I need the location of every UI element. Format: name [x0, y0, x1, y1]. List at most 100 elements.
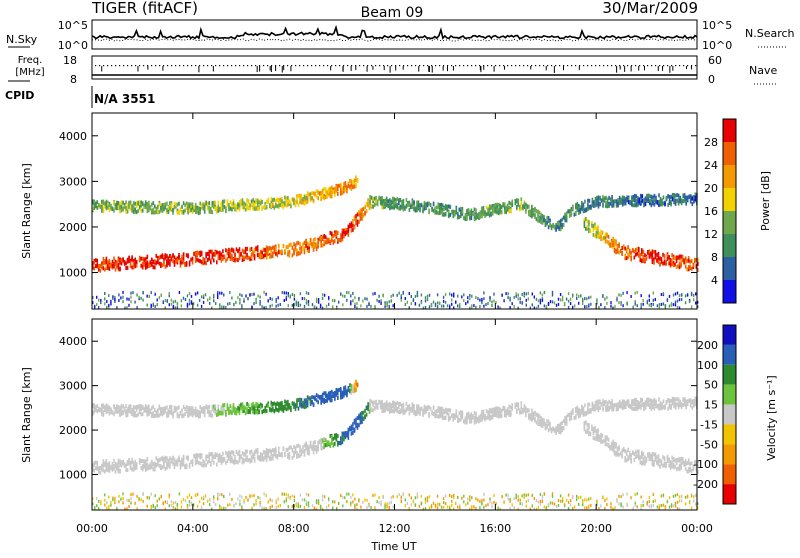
velocity-cell: [127, 413, 129, 417]
velocity-cell: [159, 458, 161, 462]
power-cell: [258, 253, 260, 257]
nave-dot: [595, 65, 596, 66]
power-cell: [655, 199, 657, 203]
power-cell: [287, 245, 289, 249]
power-cell: [469, 210, 471, 214]
power-cell: [103, 266, 105, 270]
power-cell: [608, 235, 610, 239]
power-noise-cell: [247, 297, 248, 300]
velocity-cell: [348, 388, 350, 392]
velocity-cell: [204, 463, 206, 467]
power-cell: [236, 258, 238, 262]
velocity-cell: [190, 460, 192, 464]
power-cell: [481, 214, 483, 218]
nave-dot: [635, 65, 636, 66]
velocity-cell: [380, 400, 382, 404]
nave-dot: [667, 65, 668, 66]
power-cell: [612, 237, 614, 241]
velocity-cell: [213, 461, 215, 465]
velocity-cell: [275, 403, 277, 407]
velocity-cell: [107, 409, 109, 413]
power-cell: [349, 223, 351, 227]
velocity-cell: [387, 408, 389, 412]
power-noise-cell: [659, 305, 660, 308]
power-noise-cell: [316, 298, 317, 301]
power-cell: [596, 226, 598, 230]
velocity-cell: [301, 448, 303, 452]
power-cell: [216, 210, 218, 214]
velocity-cell: [119, 470, 121, 474]
power-cell: [398, 206, 400, 210]
velocity-cell: [391, 409, 393, 413]
power-cell: [304, 241, 306, 245]
power-cell: [537, 219, 539, 223]
power-cell: [418, 207, 420, 211]
power-noise-cell: [237, 296, 238, 299]
power-cell: [147, 202, 149, 206]
power-cell: [169, 206, 171, 210]
power-noise-cell: [469, 294, 470, 297]
velocity-cell: [372, 408, 374, 412]
power-noise-cell: [669, 305, 670, 308]
power-cell: [127, 266, 129, 270]
velocity-cell: [289, 404, 291, 408]
power-cell: [225, 206, 227, 210]
power-cell: [252, 202, 254, 206]
power-cell: [391, 205, 393, 209]
power-cell: [673, 263, 675, 267]
velocity-cell: [245, 450, 247, 454]
power-cell: [655, 255, 657, 259]
nave-dot: [675, 65, 676, 66]
power-cell: [331, 186, 333, 190]
power-cell: [245, 208, 247, 212]
velocity-cell: [272, 406, 274, 410]
power-cell: [349, 179, 351, 183]
power-noise-cell: [485, 303, 486, 306]
velocity-cell: [131, 468, 133, 472]
power-cell: [437, 211, 439, 215]
velocity-cell: [100, 409, 102, 413]
nave-dot: [495, 65, 496, 66]
power-cell: [504, 202, 506, 206]
power-cell: [251, 203, 253, 207]
power-cell: [266, 200, 268, 204]
power-cell: [177, 203, 179, 207]
power-cell: [427, 202, 429, 206]
velocity-cell: [209, 459, 211, 463]
power-cell: [336, 185, 338, 189]
velocity-cell: [484, 414, 486, 418]
power-cell: [107, 206, 109, 210]
nave-dot: [255, 65, 256, 66]
power-cell: [644, 253, 646, 257]
velocity-cell: [222, 452, 224, 456]
velocity-cell: [174, 458, 176, 462]
nave-dot: [295, 65, 296, 66]
power-cell: [502, 203, 504, 207]
velocity-cell: [162, 456, 164, 460]
power-cell: [381, 205, 383, 209]
power-noise-cell: [397, 294, 398, 297]
velocity-cell: [487, 412, 489, 416]
power-cell: [174, 202, 176, 206]
power-noise-cell: [314, 306, 315, 309]
power-cell: [548, 225, 550, 229]
power-cell: [287, 203, 289, 207]
nave-dot: [451, 65, 452, 66]
nave-dot: [627, 65, 628, 66]
power-noise-cell: [114, 298, 115, 301]
power-noise-cell: [203, 294, 204, 297]
velocity-cell: [145, 406, 147, 410]
velocity-cell: [394, 407, 396, 411]
power-cell: [682, 199, 684, 203]
power-cell: [97, 259, 99, 263]
power-cell: [637, 252, 639, 256]
velocity-cell: [465, 417, 467, 421]
power-noise-cell: [304, 297, 305, 300]
velocity-cell: [133, 464, 135, 468]
velocity-cell: [587, 403, 589, 407]
velocity-cell: [418, 404, 420, 408]
power-cell: [178, 211, 180, 215]
velocity-cell: [239, 459, 241, 463]
power-noise-cell: [399, 292, 400, 295]
nave-dot: [435, 65, 436, 66]
